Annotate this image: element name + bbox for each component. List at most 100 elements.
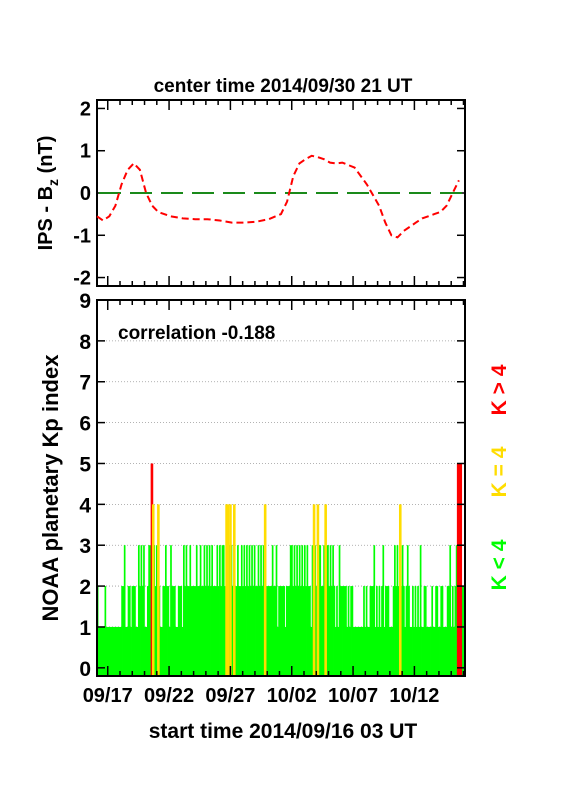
kp-bar (180, 586, 183, 676)
kp-bar (406, 545, 409, 676)
kp-bar (232, 504, 236, 676)
kp-bar (427, 626, 430, 676)
kp-bar (397, 586, 400, 676)
kp-ytick-label: 7 (79, 372, 91, 395)
kp-bar (390, 626, 392, 676)
kp-bar (108, 626, 111, 676)
kp-bar (342, 586, 345, 676)
kp-bar (297, 586, 300, 676)
kp-bar (101, 626, 104, 676)
kp-bar (307, 586, 310, 676)
kp-bar (439, 626, 441, 676)
kp-bar (298, 545, 301, 676)
kp-bar (119, 626, 122, 676)
kp-bar (201, 586, 203, 676)
kp-bar (367, 626, 369, 676)
kp-bar (237, 545, 239, 676)
kp-bar (454, 586, 457, 676)
kp-bar (155, 545, 158, 676)
kp-bar (183, 545, 185, 676)
bz-ytick-label: 0 (80, 183, 91, 205)
kp-bar (170, 545, 172, 676)
kp-bar (459, 463, 463, 676)
kp-bar (164, 545, 167, 676)
kp-bar (374, 626, 377, 676)
kp-bar (273, 586, 275, 676)
kp-bar (263, 504, 267, 676)
kp-bar (431, 586, 434, 676)
kp-bar (132, 586, 135, 676)
kp-bar (126, 626, 129, 676)
kp-bar (131, 586, 134, 676)
kp-bar (379, 626, 382, 676)
kp-legend-entry: K < 4 (488, 539, 511, 590)
kp-bar (184, 586, 186, 676)
kp-bar (361, 626, 364, 676)
kp-bar (455, 545, 458, 676)
kp-bar (204, 586, 207, 676)
kp-bar (109, 626, 112, 676)
kp-bar (445, 626, 448, 676)
kp-bar (451, 586, 454, 676)
kp-bar (157, 504, 160, 676)
kp-bar (198, 586, 201, 676)
kp-bar (219, 545, 221, 676)
kp-bar (113, 626, 116, 676)
kp-bar (195, 545, 198, 676)
kp-ytick-label: 5 (79, 453, 91, 476)
kp-bar (255, 586, 257, 676)
kp-bar (341, 586, 343, 676)
kp-bar (310, 626, 313, 676)
kp-bar (372, 586, 374, 676)
kp-bar (347, 586, 350, 676)
kp-xtick-label: 10/07 (328, 685, 378, 707)
kp-bar (368, 626, 370, 676)
kp-bar (121, 586, 123, 676)
kp-bar (432, 626, 435, 676)
kp-bar (293, 545, 296, 676)
kp-bar (216, 545, 219, 676)
kp-bar (350, 586, 352, 676)
kp-bar (333, 586, 336, 676)
kp-bar (146, 586, 149, 676)
kp-bar (261, 586, 264, 676)
kp-bar (302, 586, 305, 676)
kp-bar (197, 586, 199, 676)
kp-bar (359, 626, 361, 676)
kp-bar (319, 545, 322, 676)
kp-bar (387, 586, 390, 676)
kp-bar (105, 626, 108, 676)
kp-bar (162, 586, 165, 676)
kp-bar (369, 586, 372, 676)
kp-plot-frame (96, 299, 466, 677)
kp-bar (154, 586, 157, 676)
kp-bar (373, 545, 376, 676)
kp-bar (192, 586, 194, 676)
kp-bar (231, 586, 234, 676)
kp-bar (172, 586, 175, 676)
kp-bar (144, 626, 147, 676)
kp-bar (312, 504, 316, 676)
kp-bar (337, 626, 340, 676)
bz-ytick-label: 2 (80, 98, 91, 120)
kp-bar (222, 545, 225, 676)
kp-bar (134, 586, 136, 676)
kp-bar (107, 626, 109, 676)
bz-series-line (96, 154, 460, 239)
kp-bar (279, 586, 282, 676)
kp-bar (266, 586, 269, 676)
kp-ytick-label: 6 (79, 413, 91, 436)
kp-legend-entry: K = 4 (488, 446, 511, 497)
kp-bar (123, 545, 126, 676)
kp-bar (274, 586, 277, 676)
kp-bar (242, 586, 244, 676)
kp-bar (229, 504, 232, 676)
kp-bar (149, 545, 152, 676)
kp-bar (288, 586, 291, 676)
kp-bar (320, 586, 323, 676)
kp-bar (251, 545, 253, 676)
kp-bar (280, 586, 283, 676)
kp-bar (256, 586, 259, 676)
kp-bar (271, 545, 274, 676)
kp-bar (224, 586, 226, 676)
